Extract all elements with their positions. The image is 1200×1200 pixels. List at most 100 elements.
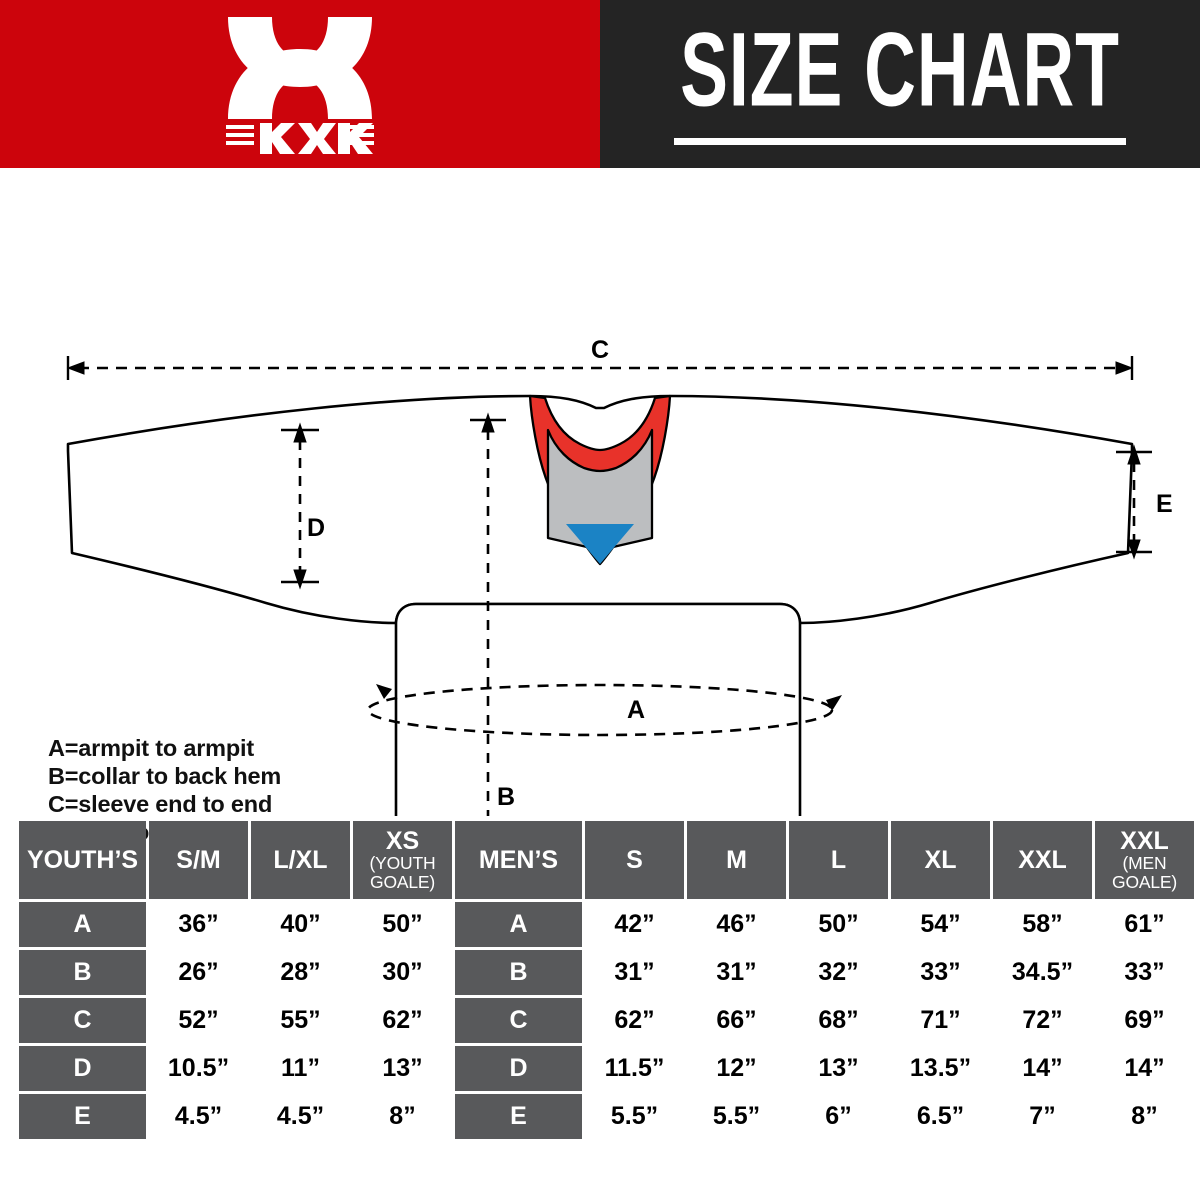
page-title: SIZE CHART <box>680 9 1120 128</box>
men-cell-0: 62” <box>585 998 684 1043</box>
header-brand-panel <box>0 0 600 168</box>
dimension-label-a: A <box>627 696 645 724</box>
title-underline <box>674 137 1126 145</box>
dimension-e <box>1116 444 1152 560</box>
table-header-row: YOUTH’S S/M L/XL XS (YOUTH GOALE) MEN’S S M L XL X… <box>19 821 1194 899</box>
youth-cell-2: 50” <box>353 902 452 947</box>
men-cell-2: 50” <box>789 902 888 947</box>
size-chart-table: YOUTH’S S/M L/XL XS (YOUTH GOALE) MEN’S S M L XL X… <box>16 818 1197 1142</box>
table-column-header-1: S/M <box>149 821 248 899</box>
men-cell-5: 33” <box>1095 950 1194 995</box>
dimension-label-c: C <box>591 336 609 364</box>
youth-cell-0: 36” <box>149 902 248 947</box>
youth-row-label: E <box>19 1094 146 1139</box>
men-cell-0: 11.5” <box>585 1046 684 1091</box>
table-column-header-8: XL <box>891 821 990 899</box>
header-sub-text: (MEN GOALE) <box>1112 853 1177 892</box>
men-cell-1: 12” <box>687 1046 786 1091</box>
men-cell-4: 14” <box>993 1046 1092 1091</box>
dimension-label-b: B <box>497 783 515 811</box>
header-main-text: XXL <box>1018 846 1067 874</box>
men-cell-0: 31” <box>585 950 684 995</box>
jersey-collar <box>528 394 672 566</box>
men-row-label: D <box>455 1046 582 1091</box>
men-cell-2: 68” <box>789 998 888 1043</box>
header-main-text: L <box>830 846 847 874</box>
men-row-label: A <box>455 902 582 947</box>
header-main-text: YOUTH’S <box>26 846 139 874</box>
youth-cell-2: 8” <box>353 1094 452 1139</box>
header-main-text: XS <box>385 827 420 856</box>
men-cell-5: 8” <box>1095 1094 1194 1139</box>
youth-cell-1: 55” <box>251 998 350 1043</box>
men-cell-4: 34.5” <box>993 950 1092 995</box>
men-cell-2: 32” <box>789 950 888 995</box>
youth-cell-2: 62” <box>353 998 452 1043</box>
men-cell-2: 6” <box>789 1094 888 1139</box>
table-row: A 36” 40” 50” A 42” 46” 50” 54” 58” 61” <box>19 902 1194 947</box>
youth-cell-0: 4.5” <box>149 1094 248 1139</box>
jersey-measurement-diagram: C D E B <box>66 336 1173 816</box>
dimension-d <box>281 422 319 590</box>
youth-cell-0: 52” <box>149 998 248 1043</box>
men-cell-5: 69” <box>1095 998 1194 1043</box>
dimension-c <box>66 356 1134 380</box>
men-cell-3: 33” <box>891 950 990 995</box>
men-cell-3: 54” <box>891 902 990 947</box>
table-row: C 52” 55” 62” C 62” 66” 68” 71” 72” 69” <box>19 998 1194 1043</box>
men-cell-1: 46” <box>687 902 786 947</box>
header-main-text: XXL <box>1120 827 1169 856</box>
men-cell-4: 72” <box>993 998 1092 1043</box>
men-cell-5: 14” <box>1095 1046 1194 1091</box>
men-row-label: C <box>455 998 582 1043</box>
table-body: A 36” 40” 50” A 42” 46” 50” 54” 58” 61” B 26” 28” 30” B… <box>19 902 1194 1139</box>
table-column-header-10: XXL (MEN GOALE) <box>1095 821 1194 899</box>
table-column-header-7: L <box>789 821 888 899</box>
header-title-panel: SIZE CHART <box>600 0 1200 168</box>
jersey-torso <box>394 602 802 816</box>
header-main-text: XL <box>924 846 957 874</box>
table-column-header-3: XS (YOUTH GOALE) <box>353 821 452 899</box>
men-cell-0: 42” <box>585 902 684 947</box>
youth-row-label: D <box>19 1046 146 1091</box>
men-row-label: E <box>455 1094 582 1139</box>
table-column-header-6: M <box>687 821 786 899</box>
youth-row-label: B <box>19 950 146 995</box>
table-row: D 10.5” 11” 13” D 11.5” 12” 13” 13.5” 14” 14” <box>19 1046 1194 1091</box>
jersey-diagram-area: C D E B <box>0 168 1200 873</box>
table-column-header-2: L/XL <box>251 821 350 899</box>
table-row: B 26” 28” 30” B 31” 31” 32” 33” 34.5” 33” <box>19 950 1194 995</box>
youth-cell-1: 11” <box>251 1046 350 1091</box>
men-cell-5: 61” <box>1095 902 1194 947</box>
youth-cell-0: 10.5” <box>149 1046 248 1091</box>
table-row: E 4.5” 4.5” 8” E 5.5” 5.5” 6” 6.5” 7” 8” <box>19 1094 1194 1139</box>
men-row-label: B <box>455 950 582 995</box>
table-column-header-9: XXL <box>993 821 1092 899</box>
men-cell-1: 66” <box>687 998 786 1043</box>
table-column-header-0: YOUTH’S <box>19 821 146 899</box>
legend-line-b: B=collar to back hem <box>48 762 282 789</box>
dimension-a <box>366 683 842 737</box>
men-cell-2: 13” <box>789 1046 888 1091</box>
men-cell-1: 31” <box>687 950 786 995</box>
dimension-b <box>470 412 506 816</box>
dimension-label-d: D <box>307 514 325 542</box>
header-main-text: S <box>626 846 643 874</box>
youth-cell-2: 30” <box>353 950 452 995</box>
men-cell-3: 6.5” <box>891 1094 990 1139</box>
men-cell-3: 71” <box>891 998 990 1043</box>
size-table-wrapper: YOUTH’S S/M L/XL XS (YOUTH GOALE) MEN’S S M L XL X… <box>16 818 1194 1142</box>
youth-row-label: C <box>19 998 146 1043</box>
table-column-header-5: S <box>585 821 684 899</box>
legend-line-a: A=armpit to armpit <box>48 735 254 761</box>
men-cell-1: 5.5” <box>687 1094 786 1139</box>
men-cell-0: 5.5” <box>585 1094 684 1139</box>
page-header: SIZE CHART <box>0 0 1200 168</box>
header-main-text: L/XL <box>273 846 328 874</box>
youth-cell-0: 26” <box>149 950 248 995</box>
youth-cell-1: 28” <box>251 950 350 995</box>
youth-cell-2: 13” <box>353 1046 452 1091</box>
header-main-text: S/M <box>176 846 221 874</box>
legend-line-c: C=sleeve end to end <box>48 790 273 817</box>
men-cell-4: 7” <box>993 1094 1092 1139</box>
